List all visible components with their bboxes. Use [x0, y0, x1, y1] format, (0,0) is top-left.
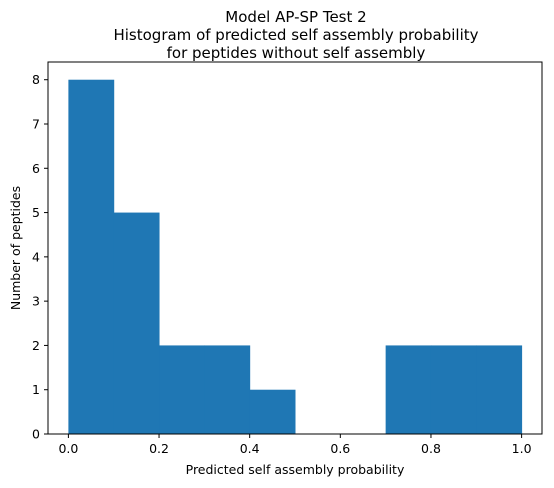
- y-tick-label: 3: [32, 294, 40, 309]
- x-tick-label: 0.0: [58, 441, 78, 456]
- plot-frame: [47, 61, 543, 435]
- histogram-bar: [249, 389, 296, 434]
- y-tick-label: 1: [32, 382, 40, 397]
- x-axis-ticks: 0.0 0.2 0.4 0.6 0.8 1.0: [58, 434, 532, 456]
- y-tick-label: 5: [32, 205, 40, 220]
- y-tick-label: 7: [32, 117, 40, 132]
- histogram-bar: [68, 79, 115, 434]
- y-tick-label: 0: [32, 427, 40, 442]
- chart-title-line-2: Histogram of predicted self assembly pro…: [113, 26, 478, 44]
- y-axis-label: Number of peptides: [8, 186, 23, 310]
- x-tick-label: 0.8: [421, 441, 441, 456]
- histogram-bar: [385, 345, 432, 434]
- x-axis-label: Predicted self assembly probability: [186, 462, 405, 477]
- histogram-bar: [113, 212, 160, 434]
- x-tick-label: 0.2: [149, 441, 169, 456]
- x-tick-label: 0.6: [330, 441, 350, 456]
- y-tick-label: 8: [32, 72, 40, 87]
- histogram-bar: [159, 345, 205, 434]
- y-tick-label: 4: [32, 249, 40, 264]
- chart-title-line-1: Model AP-SP Test 2: [225, 8, 366, 26]
- y-tick-label: 6: [32, 161, 40, 176]
- x-tick-label: 0.4: [240, 441, 260, 456]
- chart-title-line-3: for peptides without self assembly: [167, 44, 426, 62]
- histogram-bar: [430, 345, 477, 434]
- histogram-bar: [476, 345, 523, 434]
- histogram-bar: [204, 345, 251, 434]
- x-tick-label: 1.0: [512, 441, 532, 456]
- histogram-bars: [68, 79, 523, 434]
- y-axis-ticks: 0 1 2 3 4 5 6 7 8: [32, 72, 48, 442]
- y-tick-label: 2: [32, 338, 40, 353]
- chart-title: Model AP-SP Test 2 Histogram of predicte…: [113, 8, 478, 62]
